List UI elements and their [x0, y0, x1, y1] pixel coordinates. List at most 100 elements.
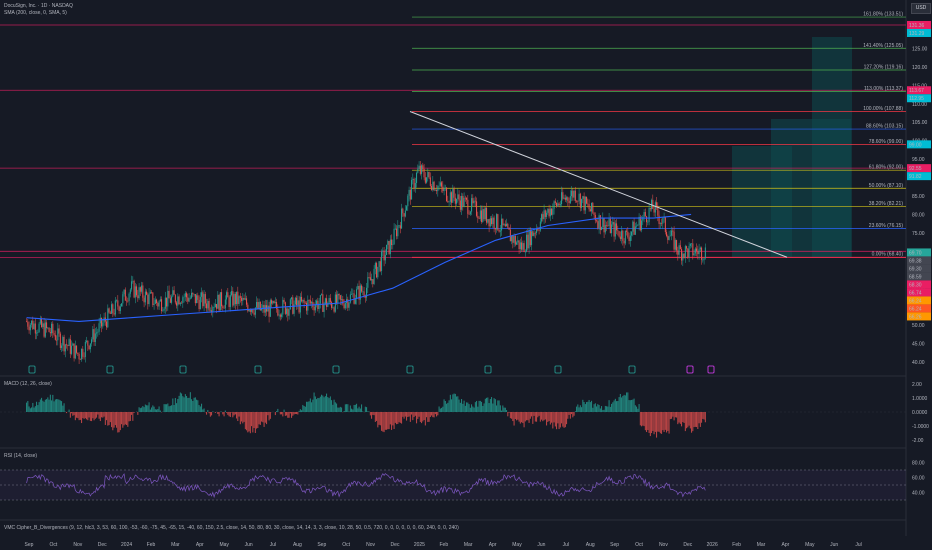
- macd-histogram-bar: [43, 401, 45, 412]
- macd-histogram-bar: [623, 394, 625, 412]
- price-label-box: [907, 280, 931, 289]
- candle-body: [52, 323, 54, 334]
- candle-body: [279, 314, 281, 317]
- candle-body: [612, 222, 614, 225]
- macd-histogram-bar: [676, 412, 678, 418]
- candle-body: [326, 298, 328, 307]
- symbol-title[interactable]: DocuSign, Inc. · 1D · NASDAQ: [4, 3, 73, 9]
- macd-histogram-bar: [448, 400, 450, 412]
- candle-body: [487, 219, 489, 223]
- candle-body: [116, 300, 118, 301]
- candle-body: [646, 216, 648, 223]
- candle-body: [704, 247, 706, 259]
- price-label-text: 131.36: [909, 23, 925, 29]
- macd-histogram-bar: [73, 412, 75, 416]
- macd-histogram-bar: [312, 399, 314, 412]
- rsi-label[interactable]: RSI (14, close): [4, 453, 38, 459]
- candle-body: [227, 292, 229, 298]
- earnings-marker: [554, 365, 562, 374]
- candle-body: [514, 235, 516, 245]
- macd-histogram-bar: [379, 412, 381, 426]
- vmc-label[interactable]: VMC Cipher_B_Divergences (9, 12, hlc3, 3…: [4, 525, 459, 531]
- macd-histogram-bar: [329, 396, 331, 412]
- macd-histogram-bar: [226, 412, 228, 413]
- macd-histogram-bar: [33, 407, 35, 412]
- candle-body: [644, 212, 646, 217]
- candle-body: [522, 243, 524, 250]
- candle-body: [583, 196, 585, 211]
- candle-body: [251, 309, 253, 312]
- candle-body: [236, 291, 238, 305]
- candle-body: [242, 297, 244, 301]
- candle-body: [162, 310, 164, 312]
- candle-body: [457, 194, 459, 200]
- macd-histogram-bar: [174, 398, 176, 412]
- candle-body: [49, 332, 51, 334]
- rsi-axis-tick: 40.00: [912, 491, 925, 497]
- macd-histogram-bar: [549, 412, 551, 425]
- sma-indicator-label[interactable]: SMA (200, close, 0, SMA, 5): [4, 10, 67, 16]
- candle-body: [554, 201, 556, 203]
- macd-axis-tick: -1.0000: [912, 424, 929, 430]
- macd-histogram-bar: [406, 412, 408, 421]
- candle-body: [358, 285, 360, 300]
- candle-body: [47, 327, 49, 329]
- price-label-box: [907, 28, 931, 37]
- macd-histogram-bar: [514, 412, 516, 420]
- macd-histogram-bar: [597, 404, 599, 412]
- macd-histogram-bar: [141, 407, 143, 412]
- macd-histogram-bar: [37, 405, 39, 412]
- macd-histogram-bar: [61, 401, 63, 412]
- macd-histogram-bar: [682, 412, 684, 423]
- macd-histogram-bar: [689, 412, 691, 429]
- candle-body: [31, 320, 33, 325]
- candle-body: [112, 304, 114, 314]
- candle-body: [396, 228, 398, 237]
- macd-histogram-bar: [583, 402, 585, 412]
- candle-body: [363, 291, 365, 297]
- macd-histogram-bar: [153, 406, 155, 412]
- macd-histogram-bar: [167, 403, 169, 412]
- macd-label[interactable]: MACD (12, 26, close): [4, 381, 52, 387]
- candle-body: [224, 299, 226, 309]
- candle-body: [356, 289, 358, 299]
- currency-button[interactable]: USD: [911, 3, 931, 14]
- macd-histogram-bar: [548, 412, 550, 421]
- macd-histogram-bar: [301, 410, 303, 412]
- candle-body: [511, 235, 513, 242]
- macd-histogram-bar: [442, 406, 444, 412]
- macd-histogram-bar: [31, 407, 33, 412]
- macd-histogram-bar: [327, 397, 329, 412]
- macd-histogram-bar: [66, 412, 68, 414]
- macd-histogram-bar: [686, 412, 688, 429]
- candle-body: [413, 178, 415, 189]
- macd-histogram-bar: [68, 409, 70, 412]
- candle-body: [501, 218, 503, 231]
- candle-body: [558, 203, 560, 206]
- candle-body: [464, 197, 466, 199]
- candle-body: [373, 268, 375, 284]
- candle-body: [46, 322, 48, 329]
- candle-body: [153, 303, 155, 305]
- candle-body: [253, 312, 255, 315]
- candle-body: [194, 294, 196, 304]
- candle-body: [68, 339, 70, 346]
- candle-body: [394, 228, 396, 230]
- candle-body: [376, 263, 378, 278]
- macd-histogram-bar: [647, 412, 649, 430]
- macd-histogram-bar: [528, 412, 530, 423]
- macd-histogram-bar: [292, 412, 294, 416]
- macd-histogram-bar: [366, 407, 368, 412]
- macd-histogram-bar: [177, 398, 179, 412]
- candle-body: [586, 196, 588, 204]
- candle-body: [432, 181, 434, 190]
- candle-body: [149, 292, 151, 294]
- macd-histogram-bar: [87, 412, 89, 421]
- macd-histogram-bar: [191, 399, 193, 412]
- macd-histogram-bar: [84, 412, 86, 419]
- macd-histogram-bar: [661, 412, 663, 434]
- candle-body: [524, 251, 526, 253]
- candle-body: [166, 297, 168, 307]
- candle-body: [331, 302, 333, 308]
